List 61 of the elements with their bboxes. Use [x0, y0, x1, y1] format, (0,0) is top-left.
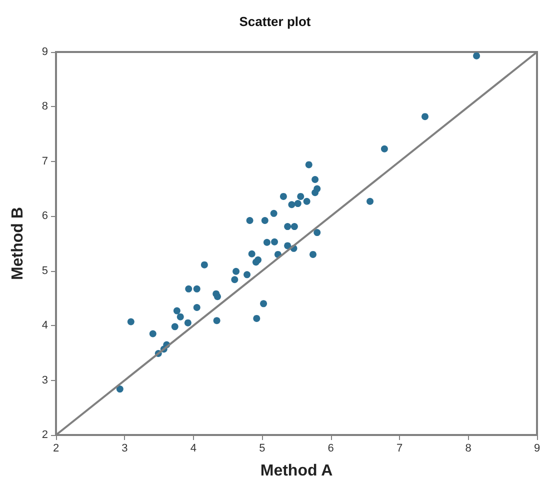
point	[422, 113, 428, 120]
point	[261, 217, 268, 224]
point	[260, 300, 268, 308]
x-axis-title: Method A	[260, 462, 334, 480]
point	[305, 161, 312, 168]
point	[149, 330, 156, 338]
y-tick-label: 7	[42, 155, 48, 168]
point	[173, 307, 180, 314]
point	[214, 293, 221, 300]
point	[185, 285, 192, 292]
point	[280, 192, 287, 200]
x-tick-label: 7	[396, 442, 403, 454]
x-tick-label: 5	[259, 442, 266, 454]
y-tick-label: 5	[42, 264, 48, 277]
point	[127, 318, 134, 326]
point	[294, 200, 302, 208]
point	[213, 317, 220, 324]
point	[246, 217, 254, 224]
point	[310, 250, 316, 258]
point	[232, 268, 240, 275]
y-tick-label: 9	[42, 46, 48, 58]
point	[473, 52, 480, 60]
point	[193, 304, 200, 312]
x-tick-label: 6	[328, 442, 334, 454]
point	[184, 319, 192, 326]
chart-title: Scatter plot	[239, 14, 312, 29]
point	[288, 201, 296, 208]
x-tick-label: 4	[190, 442, 196, 454]
point	[314, 185, 321, 192]
x-tick-label: 2	[52, 442, 60, 454]
point	[248, 250, 256, 258]
y-tick-label: 3	[42, 374, 48, 386]
point	[290, 223, 298, 230]
point	[254, 256, 262, 264]
point	[116, 386, 124, 393]
y-tick-label: 6	[42, 210, 48, 222]
point	[231, 276, 238, 284]
point	[253, 314, 260, 322]
x-tick-label: 9	[534, 442, 540, 454]
point	[270, 210, 278, 217]
point	[193, 285, 200, 292]
point	[176, 313, 184, 320]
y-axis-title: Method B	[10, 207, 26, 280]
point	[271, 238, 278, 246]
y-tick-label: 4	[42, 320, 48, 332]
point	[297, 192, 304, 200]
y-tick-label: 8	[42, 100, 48, 113]
point	[263, 238, 270, 246]
point	[244, 271, 251, 278]
point	[171, 323, 178, 330]
y-tick-label: 2	[42, 429, 48, 441]
point	[200, 261, 208, 268]
point	[312, 176, 319, 183]
x-tick-label: 8	[465, 442, 472, 454]
point	[366, 198, 374, 205]
point	[284, 223, 292, 230]
point	[303, 198, 310, 205]
point	[380, 145, 388, 152]
point	[284, 242, 292, 250]
point	[314, 229, 321, 236]
x-tick-label: 3	[122, 442, 128, 454]
